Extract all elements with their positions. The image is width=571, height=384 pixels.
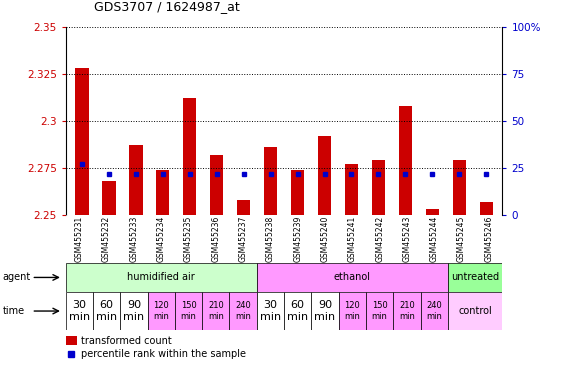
Text: 120
min: 120 min (153, 301, 169, 321)
Text: 240
min: 240 min (427, 301, 442, 321)
Text: GSM455246: GSM455246 (484, 216, 493, 262)
Text: untreated: untreated (451, 272, 499, 283)
Text: 60
min: 60 min (287, 300, 308, 322)
Bar (339, 292, 366, 330)
Text: GSM455245: GSM455245 (457, 216, 466, 262)
Text: time: time (3, 306, 25, 316)
Text: GSM455244: GSM455244 (430, 216, 439, 262)
Text: GSM455243: GSM455243 (403, 216, 412, 262)
Bar (257, 263, 448, 292)
Text: 60
min: 60 min (96, 300, 117, 322)
Text: GDS3707 / 1624987_at: GDS3707 / 1624987_at (94, 0, 240, 13)
Text: GSM455233: GSM455233 (130, 216, 138, 262)
Text: GSM455237: GSM455237 (239, 216, 248, 262)
Text: 30
min: 30 min (69, 300, 90, 322)
Bar (448, 292, 502, 330)
Text: 90
min: 90 min (315, 300, 336, 322)
Bar (75, 68, 89, 215)
Text: 90
min: 90 min (123, 300, 144, 322)
Text: 240
min: 240 min (235, 301, 251, 321)
Bar (66, 336, 77, 345)
Bar (120, 292, 147, 330)
Bar (66, 292, 93, 330)
Bar (372, 161, 385, 215)
Bar (183, 98, 196, 215)
Text: GSM455235: GSM455235 (184, 216, 193, 262)
Bar (291, 170, 304, 215)
Text: transformed count: transformed count (81, 336, 172, 346)
Bar (202, 292, 230, 330)
Bar (399, 106, 412, 215)
Bar (230, 292, 257, 330)
Text: GSM455231: GSM455231 (75, 216, 84, 262)
Bar (210, 155, 223, 215)
Bar (66, 263, 257, 292)
Bar (284, 292, 311, 330)
Text: 30
min: 30 min (260, 300, 281, 322)
Bar (393, 292, 421, 330)
Text: 210
min: 210 min (399, 301, 415, 321)
Bar (102, 181, 115, 215)
Text: GSM455234: GSM455234 (156, 216, 166, 262)
Bar (147, 292, 175, 330)
Bar (175, 292, 202, 330)
Bar (257, 292, 284, 330)
Text: percentile rank within the sample: percentile rank within the sample (81, 349, 246, 359)
Text: ethanol: ethanol (334, 272, 371, 283)
Text: 210
min: 210 min (208, 301, 224, 321)
Text: GSM455240: GSM455240 (320, 216, 329, 262)
Text: GSM455241: GSM455241 (348, 216, 357, 262)
Bar (311, 292, 339, 330)
Bar (156, 170, 170, 215)
Text: GSM455238: GSM455238 (266, 216, 275, 262)
Text: GSM455236: GSM455236 (211, 216, 220, 262)
Bar (421, 292, 448, 330)
Text: GSM455242: GSM455242 (375, 216, 384, 262)
Bar (93, 292, 120, 330)
Text: agent: agent (3, 272, 31, 283)
Bar (237, 200, 250, 215)
Bar (345, 164, 358, 215)
Bar (448, 263, 502, 292)
Bar (453, 161, 466, 215)
Text: 120
min: 120 min (344, 301, 360, 321)
Bar (366, 292, 393, 330)
Bar (129, 146, 143, 215)
Text: humidified air: humidified air (127, 272, 195, 283)
Bar (425, 209, 439, 215)
Text: GSM455232: GSM455232 (102, 216, 111, 262)
Bar (318, 136, 331, 215)
Text: control: control (459, 306, 492, 316)
Bar (480, 202, 493, 215)
Text: GSM455239: GSM455239 (293, 216, 302, 262)
Text: 150
min: 150 min (180, 301, 196, 321)
Text: 150
min: 150 min (372, 301, 388, 321)
Bar (264, 147, 278, 215)
